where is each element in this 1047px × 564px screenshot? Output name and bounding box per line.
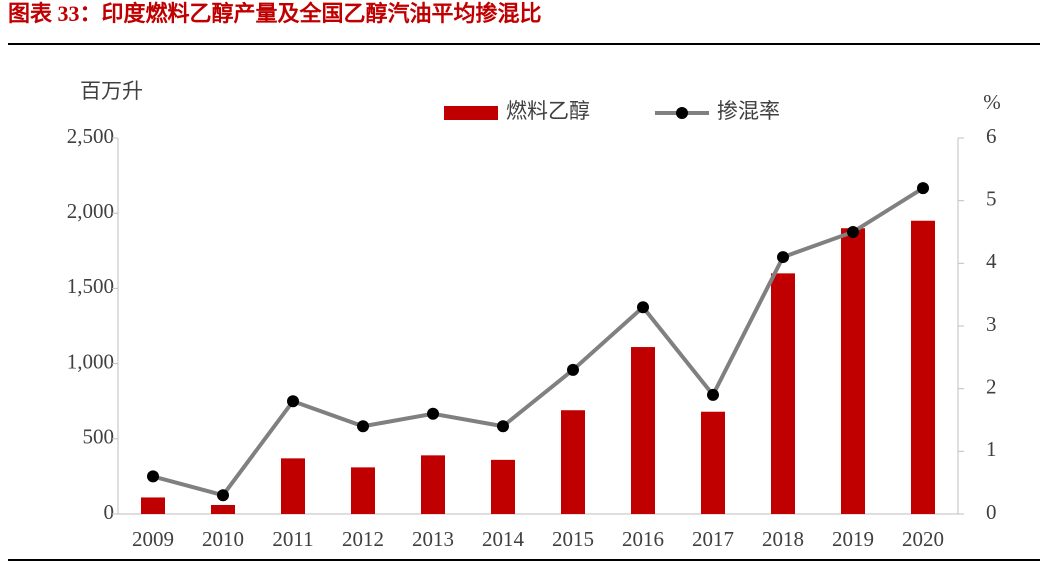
x-tick-label: 2018	[762, 527, 804, 551]
legend-marker	[676, 107, 688, 119]
legend-label: 掺混率	[717, 99, 780, 123]
line-marker	[777, 251, 789, 264]
x-tick-label: 2011	[272, 527, 313, 551]
line-marker	[217, 489, 229, 502]
x-tick-label: 2010	[202, 527, 244, 551]
y-tick-label: 1,500	[67, 274, 114, 298]
legend-label: 燃料乙醇	[506, 99, 590, 123]
line-marker	[707, 388, 719, 401]
bar	[701, 411, 725, 514]
x-tick-label: 2017	[692, 527, 734, 551]
y-tick-label: 500	[83, 425, 115, 449]
x-tick-label: 2013	[412, 527, 454, 551]
x-tick-label: 2016	[622, 527, 664, 551]
y2-axis-label: %	[983, 90, 1001, 114]
line-marker	[567, 363, 579, 376]
bar	[491, 459, 515, 514]
bar	[631, 347, 655, 514]
x-tick-label: 2009	[132, 527, 174, 551]
bar	[841, 228, 865, 515]
bar	[561, 410, 585, 514]
y-tick-label: 0	[104, 500, 115, 524]
y-tick-label: 2,500	[67, 124, 114, 148]
y2-tick-label: 3	[986, 312, 997, 336]
line-marker	[427, 407, 439, 420]
line-marker	[847, 226, 859, 238]
y-tick-label: 2,000	[67, 199, 114, 223]
bar	[351, 467, 375, 514]
line-marker	[287, 395, 299, 408]
line-marker	[357, 420, 369, 433]
line-marker	[497, 420, 509, 433]
y-axis-label: 百万升	[80, 79, 143, 103]
line-marker	[147, 470, 159, 483]
bar	[141, 497, 165, 514]
line-marker	[917, 182, 929, 195]
y2-tick-label: 1	[986, 437, 997, 461]
y2-tick-label: 5	[986, 186, 997, 210]
x-tick-label: 2019	[832, 527, 874, 551]
bar	[281, 458, 305, 514]
line	[152, 186, 925, 498]
y2-tick-label: 0	[986, 500, 997, 524]
x-tick-label: 2015	[552, 527, 594, 551]
bar	[771, 273, 795, 514]
bar	[211, 504, 235, 514]
y-tick-label: 1,000	[67, 349, 114, 373]
y2-tick-label: 4	[986, 249, 997, 273]
legend-swatch	[444, 106, 498, 120]
x-tick-label: 2020	[902, 527, 944, 551]
x-tick-label: 2012	[342, 527, 384, 551]
y2-tick-label: 6	[986, 124, 997, 148]
line-marker	[637, 301, 649, 314]
y2-tick-label: 2	[986, 374, 997, 398]
chart-title: 图表 33：印度燃料乙醇产量及全国乙醇汽油平均掺混比	[8, 1, 542, 26]
x-tick-label: 2014	[482, 527, 525, 551]
bar	[421, 455, 445, 514]
bar	[911, 220, 935, 514]
